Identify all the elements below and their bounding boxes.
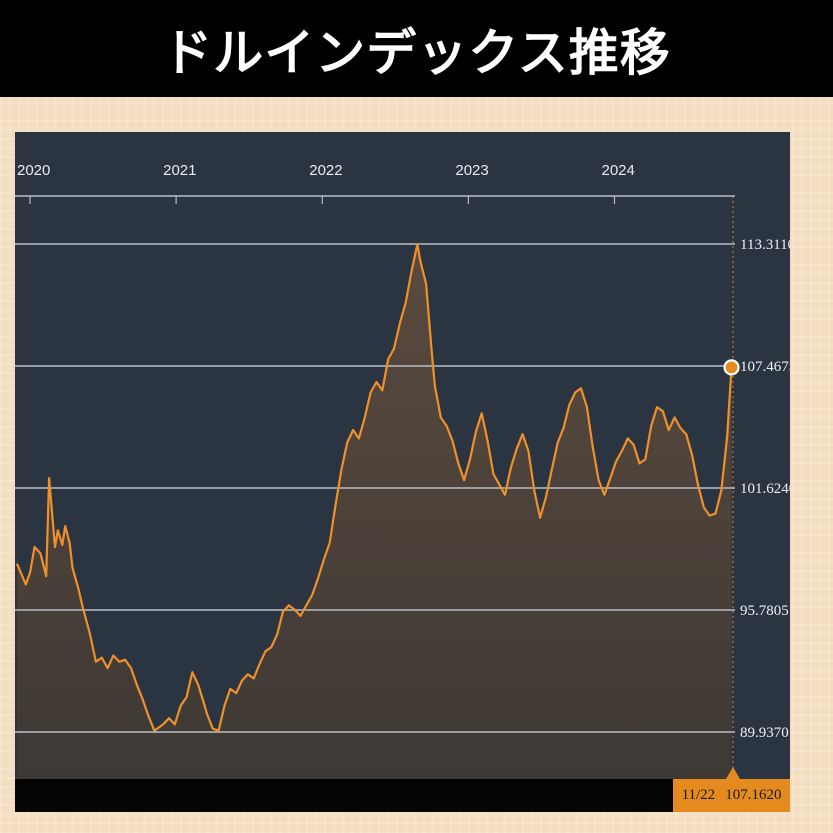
x-tick-label-2: 2022 [309, 162, 342, 179]
y-tick-label-0: 113.3110 [740, 237, 790, 253]
last-date: 11/22 [681, 787, 716, 803]
chart-panel: 2020 2021 2022 2023 2024 113.3110 107.4675 101… [15, 132, 790, 812]
y-tick-label-2: 101.6240 [740, 481, 790, 497]
dollar-index-chart: 2020 2021 2022 2023 2024 113.3110 107.4675 101… [15, 162, 790, 779]
last-point-marker [723, 359, 740, 376]
x-tick-label-4: 2024 [601, 162, 634, 179]
marker-layer [723, 359, 740, 376]
last-value-pointer [726, 767, 740, 779]
area-layer [17, 244, 732, 779]
y-tick-label-1: 107.4675 [740, 359, 790, 375]
grid-layer [15, 196, 735, 779]
series-line [15, 243, 733, 732]
y-tick-label-3: 95.7805 [740, 603, 789, 619]
x-axis: 2020 2021 2022 2023 2024 [15, 162, 735, 204]
series-area [17, 244, 732, 779]
title-bar: ドルインデックス推移 [0, 0, 833, 97]
bottom-strip [15, 779, 790, 812]
x-tick-label-0: 2020 [17, 162, 50, 179]
last-value-box: 11/22 107.1620 [673, 779, 790, 812]
page-title: ドルインデックス推移 [162, 23, 671, 82]
x-tick-label-1: 2021 [163, 162, 196, 179]
last-value: 107.1620 [725, 787, 782, 803]
y-axis: 113.3110 107.4675 101.6240 95.7805 89.9370 [740, 237, 790, 741]
line-layer [15, 243, 733, 732]
y-tick-label-4: 89.9370 [740, 725, 789, 741]
x-tick-label-3: 2023 [455, 162, 488, 179]
